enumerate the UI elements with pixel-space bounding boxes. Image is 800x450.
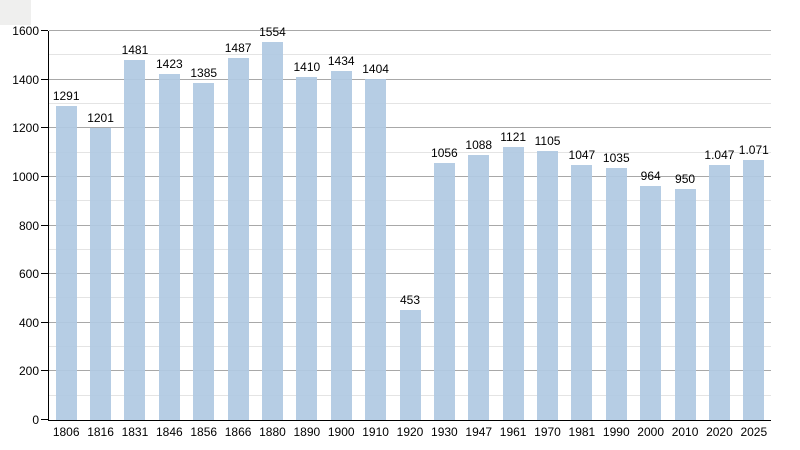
bar-1856 [193,83,215,420]
y-axis-tick-mark [41,273,48,275]
bar-2000 [640,185,662,420]
bar-1990 [605,168,627,420]
bar-1866 [227,58,249,420]
y-axis-tick-mark [41,78,48,80]
gridline-minor [49,54,771,56]
gridline-minor [49,248,771,250]
x-axis-tick-label: 1961 [499,425,527,439]
bar-1900 [330,71,352,420]
x-axis-tick-label: 1910 [362,425,389,439]
gridline-major [49,30,771,31]
bar-value-label: 950 [675,172,696,187]
bar-1806 [55,106,77,420]
x-axis-tick-label: 1880 [259,425,286,439]
bar-value-label: 1423 [155,57,183,72]
plot-area: 0 200 400 600 800 1000 1200 1400 1600 1291 1806 120… [12,25,771,438]
y-axis-tick-label: 1400 [12,72,39,87]
y-axis-tick-label: 400 [18,315,39,330]
x-axis-tick-label: 1930 [431,425,458,439]
x-axis-tick-label: 1947 [465,425,493,439]
x-axis-tick-label: 1900 [327,425,355,439]
y-axis-tick-mark [41,175,48,177]
y-axis-tick-label: 600 [18,267,39,282]
x-axis-tick-label: 2025 [740,425,768,439]
bar-value-label: 1.047 [704,148,735,163]
bar-value-label: 1047 [568,148,596,163]
bar-1846 [158,74,180,420]
bar-1910 [365,78,387,420]
y-axis-tick-mark [41,224,48,226]
y-axis-tick-mark [41,370,48,372]
bar-value-label: 1121 [500,130,527,145]
x-axis-tick-label: 1981 [568,425,596,439]
y-axis-tick-mark [41,419,48,420]
x-axis-tick-label: 1816 [87,425,114,439]
bar-1880 [261,42,283,420]
x-axis-tick-label: 2020 [706,425,733,439]
y-axis-tick-label: 200 [18,364,39,379]
gridline-major [49,175,771,177]
bar-1930 [433,163,455,420]
y-axis-tick-mark [41,30,48,31]
gridline-major [49,224,771,226]
bar-1816 [90,128,112,420]
x-axis-tick-label: 2010 [671,425,699,439]
bar-value-label: 1554 [259,25,286,40]
bar-value-label: 1404 [362,61,389,76]
bar-value-label: 1088 [465,138,493,153]
x-axis-tick-label: 1920 [396,425,424,439]
bar-value-label: 1105 [534,134,561,149]
bar-1961 [502,147,524,420]
x-axis-tick-label: 1806 [52,425,80,439]
y-axis-tick-mark [41,321,48,323]
bar-value-label: 1291 [52,89,80,104]
y-axis-tick-label: 0 [32,413,39,427]
gridline-minor [49,297,771,299]
gridline-major [49,127,771,129]
x-axis-tick-label: 1846 [155,425,183,439]
screenshot-corner-artifact [0,0,31,25]
y-axis-tick-mark [41,127,48,129]
bar-value-label: 1056 [431,146,458,161]
bar-1890 [296,77,318,420]
bar-1970 [537,151,559,420]
gridline-minor [49,102,771,104]
x-axis-tick-label: 1970 [534,425,561,439]
bar-1981 [571,165,593,420]
bar-1947 [468,155,490,420]
bar-value-label: 964 [640,168,661,183]
gridline-major [49,273,771,275]
x-axis-tick-label: 1866 [224,425,252,439]
bar-value-label: 1434 [327,54,355,69]
bar-2010 [674,189,696,420]
bar-1920 [399,309,421,420]
bar-value-label: 1487 [224,41,252,56]
bar-value-label: 453 [399,292,421,307]
y-axis-tick-label: 1600 [12,24,39,38]
x-axis-tick-label: 1890 [293,425,321,439]
x-axis-tick-label: 2000 [637,425,665,439]
bar-2020 [708,165,730,420]
x-axis-tick-label: 1831 [121,425,149,439]
bar-2025 [743,159,765,420]
x-axis-tick-label: 1856 [190,425,218,439]
y-axis-tick-label: 800 [18,218,39,233]
bar-1831 [124,59,146,420]
bar-value-label: 1.071 [738,142,769,157]
gridline-major [49,78,771,80]
y-axis-tick-label: 1000 [12,169,39,184]
bar-value-label: 1410 [293,60,321,75]
bar-value-label: 1035 [602,151,630,166]
y-axis-tick-label: 1200 [12,121,39,136]
bar-value-label: 1385 [190,66,218,81]
bar-value-label: 1201 [87,111,114,126]
gridline-minor [49,151,771,153]
gridline-minor [49,200,771,202]
bar-value-label: 1481 [121,42,149,57]
x-axis-tick-label: 1990 [602,425,630,439]
